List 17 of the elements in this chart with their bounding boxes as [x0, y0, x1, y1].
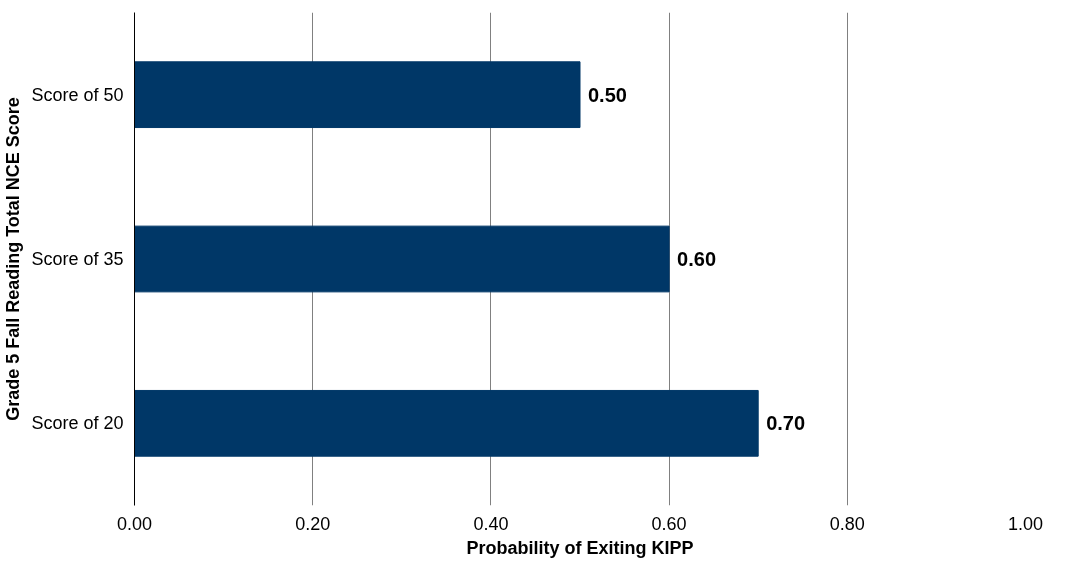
data-label: 0.60	[677, 248, 717, 270]
bar	[134, 225, 670, 293]
x-tick-label: 0.20	[295, 513, 331, 534]
x-tick-label: 0.80	[829, 513, 865, 534]
bar	[134, 389, 759, 457]
y-tick-label: Score of 50	[31, 84, 124, 105]
data-label: 0.50	[588, 83, 627, 106]
bar	[134, 61, 581, 129]
x-tick-label: 0.00	[116, 513, 153, 534]
data-label: 0.70	[766, 412, 806, 435]
y-tick-label: Score of 20	[31, 413, 124, 434]
x-axis-title: Probability of Exiting KIPP	[466, 537, 694, 558]
y-tick-label: Score of 35	[31, 249, 124, 269]
x-tick-label: 0.60	[651, 513, 687, 534]
x-tick-label: 1.00	[1007, 513, 1044, 534]
x-tick-label: 0.40	[473, 513, 509, 534]
y-axis-title: Grade 5 Fall Reading Total NCE Score	[3, 97, 24, 421]
